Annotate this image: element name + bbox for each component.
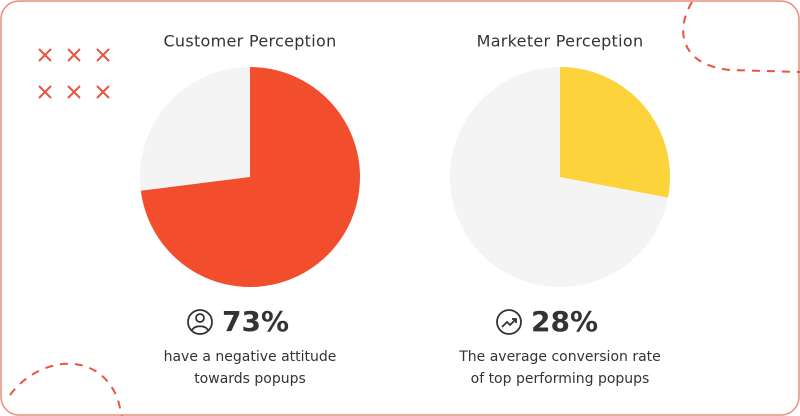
chart-title: Marketer Perception (477, 32, 644, 51)
dashed-arc-top (682, 1, 800, 73)
chart-title: Customer Perception (163, 32, 336, 51)
caption: towards popups (194, 371, 306, 387)
pie-slice (140, 67, 360, 287)
caption: of top performing popups (471, 371, 650, 387)
trend-icon (496, 309, 522, 335)
dashed-arc-bottom (9, 362, 123, 416)
value-label: 28% (531, 305, 598, 338)
value-label: 73% (222, 305, 289, 338)
pie-slice (560, 67, 670, 198)
caption: The average conversion rate (458, 349, 661, 365)
person-icon (187, 309, 213, 335)
caption: have a negative attitude (164, 349, 337, 365)
cross-decoration (38, 48, 110, 99)
